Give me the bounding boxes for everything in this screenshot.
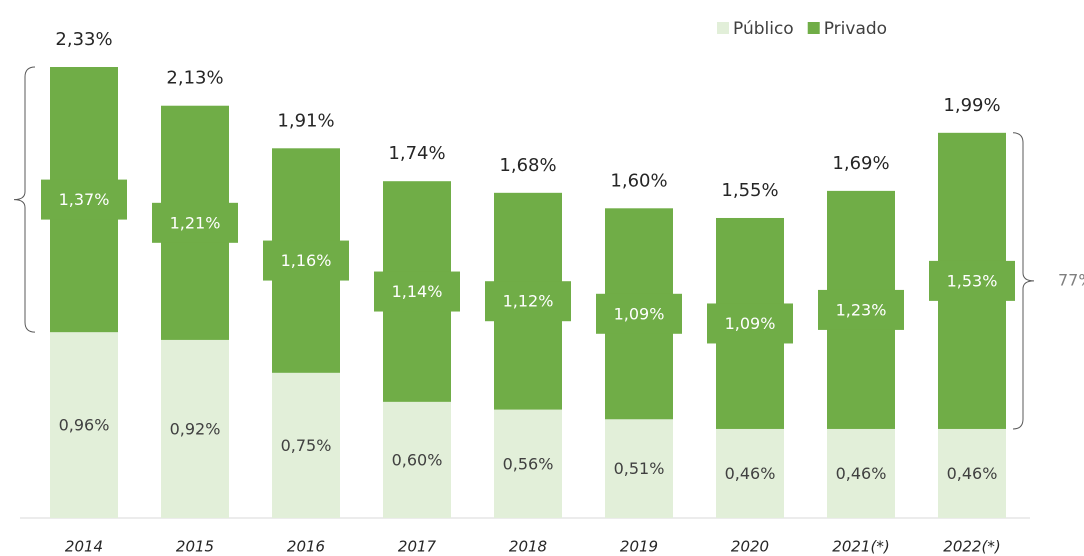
x-tick-label: 2018 — [509, 538, 547, 556]
bar-segment — [161, 339, 229, 518]
label-box — [485, 281, 571, 322]
bracket — [1012, 132, 1035, 430]
bar-segment — [494, 409, 562, 518]
bar-segment — [50, 332, 118, 518]
legend-swatch — [717, 22, 729, 34]
label-box — [707, 303, 793, 344]
total-label: 2,33% — [55, 29, 112, 50]
value-label: 1,12% — [503, 292, 554, 311]
value-label: 0,60% — [392, 450, 443, 469]
x-tick-label: 2020 — [731, 538, 769, 556]
total-label: 1,91% — [277, 110, 334, 131]
bar-segment — [938, 428, 1006, 518]
total-label: 1,99% — [943, 95, 1000, 116]
value-label: 0,51% — [614, 459, 665, 478]
x-tick-label: 2017 — [398, 538, 437, 556]
label-box — [374, 271, 460, 312]
value-label: 1,37% — [59, 190, 110, 209]
x-tick-label: 2015 — [176, 538, 214, 556]
label-box — [929, 260, 1015, 301]
label-box — [152, 202, 238, 243]
label-box — [41, 179, 127, 220]
value-label: 0,56% — [503, 454, 554, 473]
value-label: 0,75% — [281, 436, 332, 455]
value-label: 1,21% — [170, 213, 221, 232]
value-label: 1,53% — [947, 271, 998, 290]
total-label: 1,55% — [721, 180, 778, 201]
bracket — [13, 66, 36, 333]
value-label: 0,96% — [59, 416, 110, 435]
value-label: 0,46% — [836, 464, 887, 483]
x-tick-label: 2021(*) — [832, 538, 889, 556]
bar-segment — [716, 428, 784, 518]
value-label: 1,09% — [614, 304, 665, 323]
label-box — [818, 289, 904, 330]
legend-swatch — [807, 22, 820, 34]
legend-label: Privado — [824, 19, 887, 39]
value-label: 1,16% — [281, 251, 332, 270]
value-label: 1,14% — [392, 282, 443, 301]
x-tick-label: 2022(*) — [943, 538, 1000, 556]
x-tick-label: 2014 — [65, 538, 103, 556]
label-box — [263, 240, 349, 281]
total-label: 1,60% — [610, 170, 667, 191]
legend-label: Público — [733, 19, 794, 39]
bar-segment — [272, 372, 340, 518]
x-tick-label: 2019 — [620, 538, 658, 556]
annotation: 77% — [1058, 270, 1084, 289]
total-label: 1,74% — [388, 143, 445, 164]
label-box — [596, 293, 682, 334]
x-tick-label: 2016 — [287, 538, 325, 556]
value-label: 0,46% — [947, 464, 998, 483]
bar-segment — [605, 419, 673, 518]
total-label: 2,13% — [166, 68, 223, 89]
value-label: 1,23% — [836, 300, 887, 319]
bar-segment — [827, 428, 895, 518]
total-label: 1,69% — [832, 153, 889, 174]
total-label: 1,68% — [499, 155, 556, 176]
bar-segment — [383, 401, 451, 518]
value-label: 0,92% — [170, 419, 221, 438]
value-label: 1,09% — [725, 314, 776, 333]
value-label: 0,46% — [725, 464, 776, 483]
